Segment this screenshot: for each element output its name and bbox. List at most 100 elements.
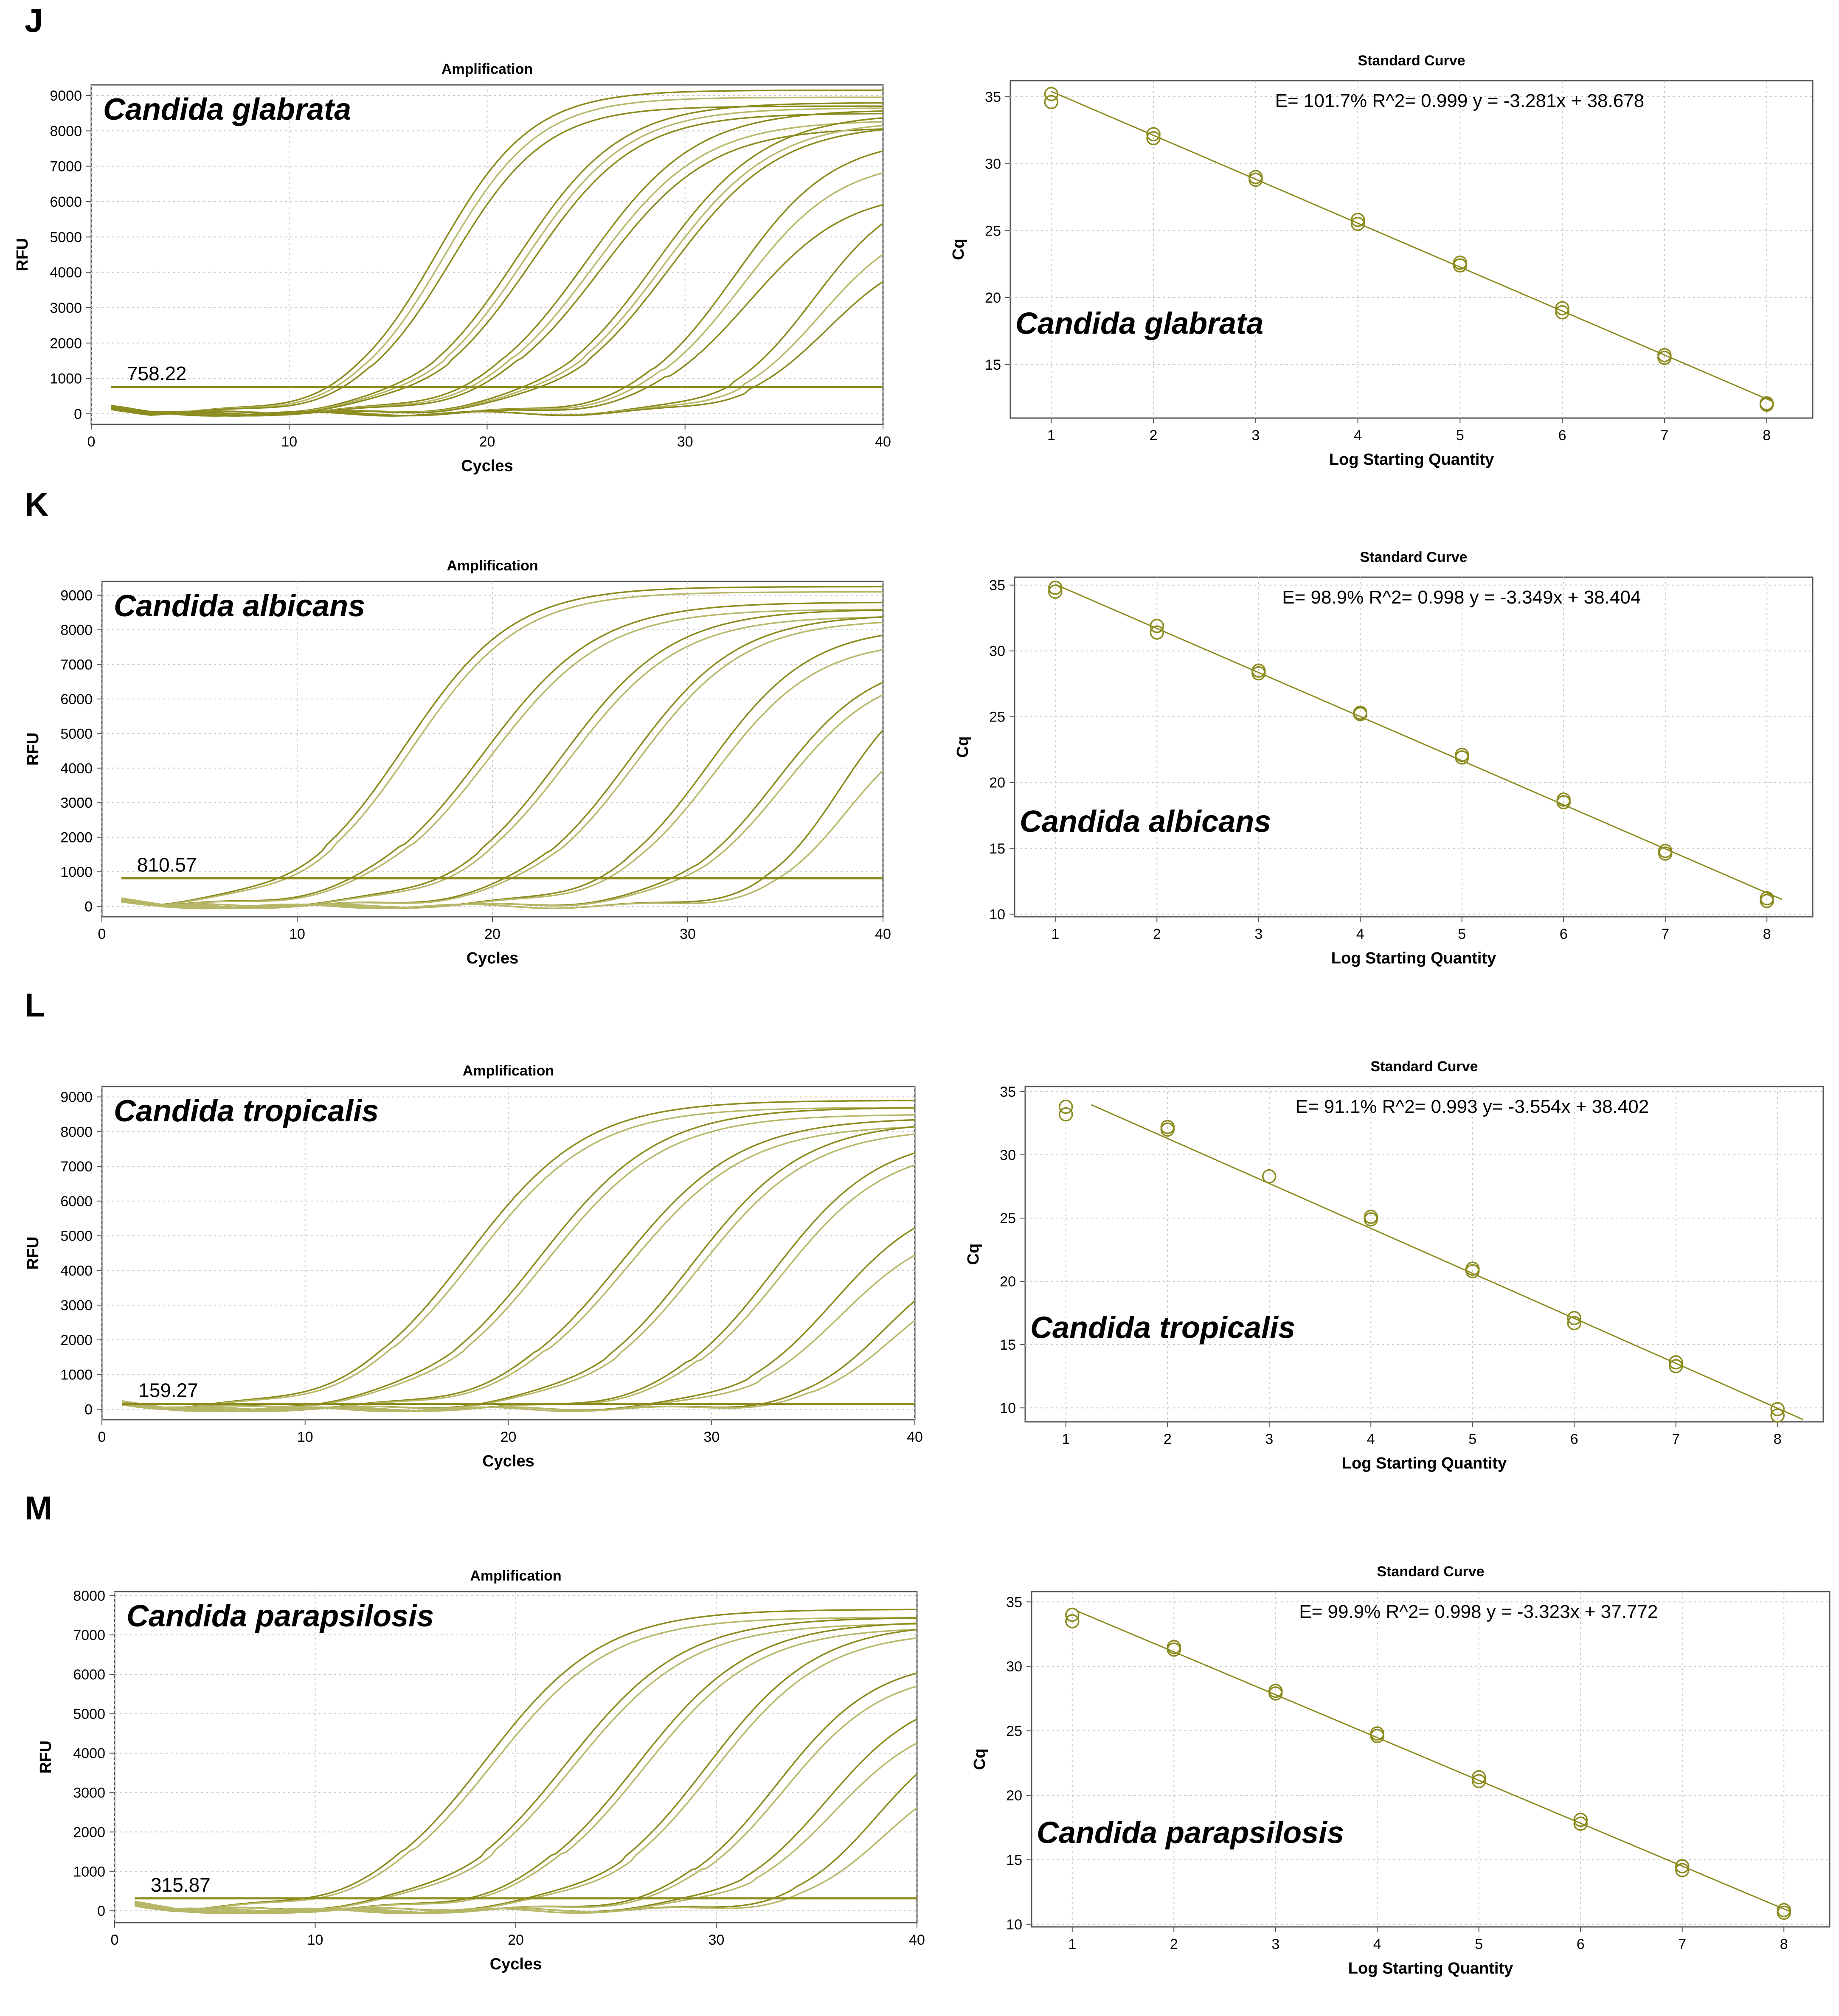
amplification-y-tick-label: 7000 (60, 657, 93, 673)
amplification-y-tick-label: 6000 (50, 194, 82, 210)
standard-curve-y-tick-label: 15 (985, 357, 1001, 373)
amplification-x-tick-label: 40 (875, 926, 891, 942)
species-label: Candida glabrata (103, 93, 351, 126)
standard-curve-point (1353, 707, 1368, 722)
threshold-label: 810.57 (137, 854, 197, 876)
amplification-curve (111, 89, 883, 416)
standard-curve-point (1556, 795, 1571, 809)
standard-curve-y-label: Cq (950, 239, 967, 260)
standard-curve-x-tick-label: 6 (1560, 926, 1568, 942)
standard-curve-point (1668, 1355, 1683, 1370)
standard-curve-point (1251, 666, 1266, 681)
standard-curve-point (1370, 1729, 1385, 1744)
amplification-curve (122, 1114, 915, 1410)
standard-curve-y-tick-label: 10 (1006, 1917, 1022, 1933)
amplification-y-tick-label: 2000 (73, 1824, 105, 1840)
amplification-y-tick-label: 3000 (50, 300, 82, 316)
standard-curve-x-tick-label: 7 (1661, 926, 1669, 942)
standard-curve-point (1150, 618, 1164, 633)
standard-curve-y-tick-label: 30 (985, 156, 1001, 172)
standard-curve-x-tick-label: 4 (1373, 1936, 1381, 1952)
standard-curve-point (1044, 87, 1059, 101)
standard-curve-y-tick-label: 15 (1006, 1852, 1022, 1868)
regression-line (1051, 90, 1772, 402)
standard-curve-point (1262, 1169, 1277, 1184)
standard-curve-y-tick-label: 15 (989, 841, 1005, 857)
standard-curve-x-tick-label: 5 (1468, 1431, 1476, 1447)
standard-curve-point (1760, 894, 1774, 908)
amplification-x-tick-label: 40 (875, 434, 891, 450)
standard-curve-point (1759, 397, 1774, 412)
amplification-y-tick-label: 4000 (73, 1746, 105, 1762)
amplification-chart: Amplification 0 10 20 30 40 0 1000 2000 3000 4000 5… (14, 61, 891, 475)
amplification-x-tick-label: 40 (909, 1932, 925, 1948)
standard-curve-x-tick-label: 7 (1660, 427, 1668, 444)
panel-letter: J (25, 2, 43, 39)
standard-curve-y-tick-label: 25 (1006, 1723, 1022, 1739)
amplification-y-label: RFU (37, 1741, 55, 1774)
amplification-y-label: RFU (24, 733, 42, 766)
standard-curve-title: Standard Curve (1377, 1564, 1484, 1580)
threshold-label: 758.22 (127, 362, 187, 385)
standard-curve-point (1658, 846, 1673, 861)
amplification-x-tick-label: 20 (484, 926, 501, 942)
amplification-curve (121, 694, 883, 910)
standard-curve-y-tick-label: 10 (989, 907, 1005, 923)
amplification-title: Amplification (441, 61, 533, 77)
amplification-x-tick-label: 40 (907, 1429, 923, 1445)
standard-curve-chart: Standard Curve 1 2 3 4 5 6 7 8 10 15 20 25 30 35 Log St… (954, 549, 1814, 967)
standard-curve-point (1777, 1905, 1791, 1920)
standard-curve-chart: Standard Curve 1 2 3 4 5 6 7 8 10 15 20 25 30 35 Log St… (964, 1059, 1824, 1472)
standard-curve-y-tick-label: 30 (1006, 1659, 1022, 1675)
amplification-x-label: Cycles (482, 1452, 534, 1470)
standard-curve-point (1364, 1212, 1378, 1227)
amplification-y-tick-label: 9000 (60, 588, 93, 604)
standard-curve-x-tick-label: 8 (1763, 926, 1771, 942)
amplification-title: Amplification (447, 558, 538, 574)
standard-curve-x-label: Log Starting Quantity (1342, 1454, 1507, 1472)
panel-m: M Amplification 0 10 20 30 40 0 1000 2000 3000 4000… (25, 1489, 1831, 1977)
standard-curve-x-tick-label: 4 (1367, 1431, 1375, 1447)
standard-curve-point (1567, 1316, 1581, 1331)
amplification-curve (135, 1685, 917, 1914)
panel-j: J Amplification 0 10 20 30 40 0 1000 2000 3000 4000… (14, 2, 1814, 475)
standard-curve-y-tick-label: 20 (985, 290, 1001, 306)
standard-curve-point (1675, 1863, 1690, 1878)
standard-curve-point (1048, 584, 1063, 599)
standard-curve-point (1555, 305, 1569, 320)
standard-curve-point (1146, 131, 1161, 146)
amplification-curve (135, 1742, 917, 1914)
species-label-standard-curve: Candida glabrata (1015, 306, 1263, 340)
species-label-standard-curve: Candida tropicalis (1030, 1311, 1295, 1345)
amplification-x-tick-label: 30 (703, 1429, 720, 1445)
threshold-label: 159.27 (138, 1379, 198, 1401)
regression-line (1077, 1610, 1789, 1912)
amplification-curve (121, 591, 883, 906)
amplification-y-tick-label: 1000 (60, 1367, 93, 1383)
standard-curve-y-tick-label: 35 (1006, 1594, 1022, 1610)
amplification-y-label: RFU (14, 238, 31, 271)
amplification-y-tick-label: 3000 (60, 1297, 93, 1314)
standard-curve-point (1472, 1774, 1486, 1789)
standard-curve-point (1350, 213, 1365, 227)
amplification-curve (134, 1609, 917, 1912)
standard-curve-point (1160, 1122, 1175, 1137)
standard-curve-x-tick-label: 1 (1051, 926, 1059, 942)
standard-curve-x-tick-label: 1 (1068, 1936, 1076, 1952)
amplification-y-label: RFU (24, 1236, 42, 1269)
standard-curve-point (1453, 258, 1468, 273)
amplification-curve (121, 609, 883, 907)
threshold-label: 315.87 (151, 1874, 211, 1896)
amplification-y-tick-label: 6000 (60, 691, 93, 708)
standard-curve-point (1044, 95, 1059, 110)
amplification-curve (111, 112, 883, 415)
regression-equation: E= 99.9% R^2= 0.998 y = -3.323x + 37.772 (1299, 1601, 1658, 1622)
amplification-curve (121, 586, 883, 906)
amplification-y-tick-label: 9000 (50, 88, 82, 104)
amplification-y-tick-label: 0 (84, 1401, 93, 1418)
panel-letter: K (25, 486, 48, 523)
amplification-chart: Amplification 0 10 20 30 40 0 1000 2000 3000 4000 5… (24, 1063, 923, 1470)
standard-curve-chart: Standard Curve 1 2 3 4 5 6 7 8 15 20 25 30 35 Log Star… (950, 53, 1814, 469)
standard-curve-point (1567, 1311, 1581, 1325)
